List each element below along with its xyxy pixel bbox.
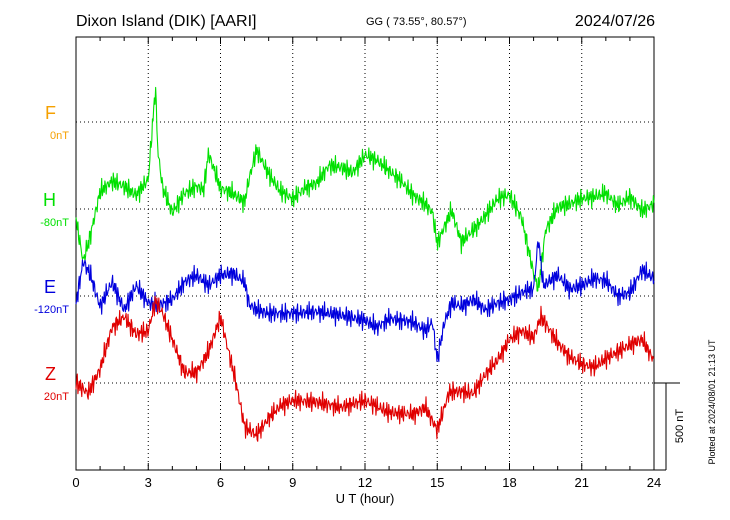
coordinates-label: GG ( 73.55°, 80.57°) bbox=[366, 16, 467, 28]
series-name-f: F bbox=[45, 103, 56, 123]
x-tick-label: 0 bbox=[72, 475, 79, 490]
series-baseline-f: 0nT bbox=[50, 130, 69, 142]
scale-bar-label: 500 nT bbox=[674, 409, 686, 444]
series-baseline-h: -80nT bbox=[40, 217, 69, 229]
scale-bar: 500 nT bbox=[654, 382, 686, 471]
series-labels: F 0nT H -80nT E -120nT Z 20nT bbox=[34, 103, 69, 403]
x-tick-label: 9 bbox=[289, 475, 296, 490]
x-axis-ticks bbox=[75, 37, 655, 470]
x-tick-label: 12 bbox=[358, 475, 372, 490]
x-tick-label: 6 bbox=[217, 475, 224, 490]
date-label: 2024/07/26 bbox=[575, 13, 655, 30]
x-tick-label: 3 bbox=[145, 475, 152, 490]
x-axis-tick-labels: 0 3 6 9 12 15 18 21 24 bbox=[72, 475, 661, 490]
series-traces bbox=[75, 86, 655, 442]
series-baseline-z: 20nT bbox=[44, 391, 69, 403]
x-tick-label: 24 bbox=[647, 475, 661, 490]
series-line-z bbox=[75, 295, 655, 442]
x-axis-label: U T (hour) bbox=[336, 491, 395, 506]
series-line-h bbox=[75, 86, 655, 292]
series-line-e bbox=[75, 241, 655, 363]
x-tick-label: 18 bbox=[502, 475, 516, 490]
series-baseline-e: -120nT bbox=[34, 304, 69, 316]
plotted-at-label: Plotted at 2024/08/01 21:13 UT bbox=[707, 339, 717, 465]
series-name-h: H bbox=[43, 190, 56, 210]
series-name-e: E bbox=[44, 277, 56, 297]
x-tick-label: 15 bbox=[430, 475, 444, 490]
station-title: Dixon Island (DIK) [AARI] bbox=[76, 13, 257, 30]
series-name-z: Z bbox=[45, 364, 56, 384]
x-tick-label: 21 bbox=[575, 475, 589, 490]
